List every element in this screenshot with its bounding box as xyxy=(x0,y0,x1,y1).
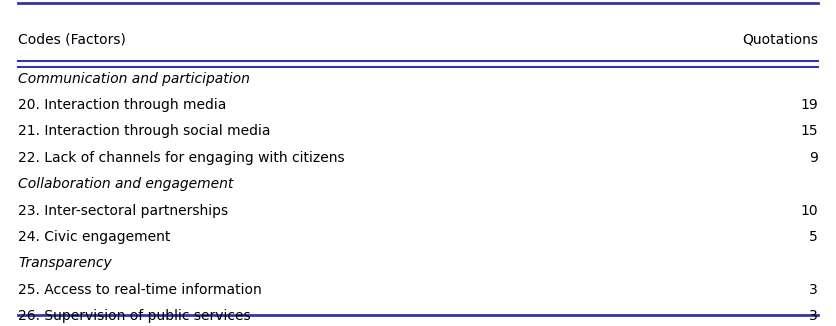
Text: 24. Civic engagement: 24. Civic engagement xyxy=(18,230,171,244)
Text: 22. Lack of channels for engaging with citizens: 22. Lack of channels for engaging with c… xyxy=(18,151,344,165)
Text: 3: 3 xyxy=(809,283,818,297)
Text: Communication and participation: Communication and participation xyxy=(18,72,250,86)
Text: Codes (Factors): Codes (Factors) xyxy=(18,33,126,47)
Text: 10: 10 xyxy=(800,203,818,217)
Text: Collaboration and engagement: Collaboration and engagement xyxy=(18,177,233,191)
Text: Quotations: Quotations xyxy=(742,33,818,47)
Text: 23. Inter-sectoral partnerships: 23. Inter-sectoral partnerships xyxy=(18,203,228,217)
Text: 9: 9 xyxy=(809,151,818,165)
Text: 5: 5 xyxy=(809,230,818,244)
Text: 25. Access to real-time information: 25. Access to real-time information xyxy=(18,283,262,297)
Text: Transparency: Transparency xyxy=(18,256,112,270)
Text: 20. Interaction through media: 20. Interaction through media xyxy=(18,98,227,112)
Text: 15: 15 xyxy=(800,125,818,138)
Text: 21. Interaction through social media: 21. Interaction through social media xyxy=(18,125,271,138)
Text: 3: 3 xyxy=(809,309,818,323)
Text: 26. Supervision of public services: 26. Supervision of public services xyxy=(18,309,251,323)
Text: 19: 19 xyxy=(800,98,818,112)
